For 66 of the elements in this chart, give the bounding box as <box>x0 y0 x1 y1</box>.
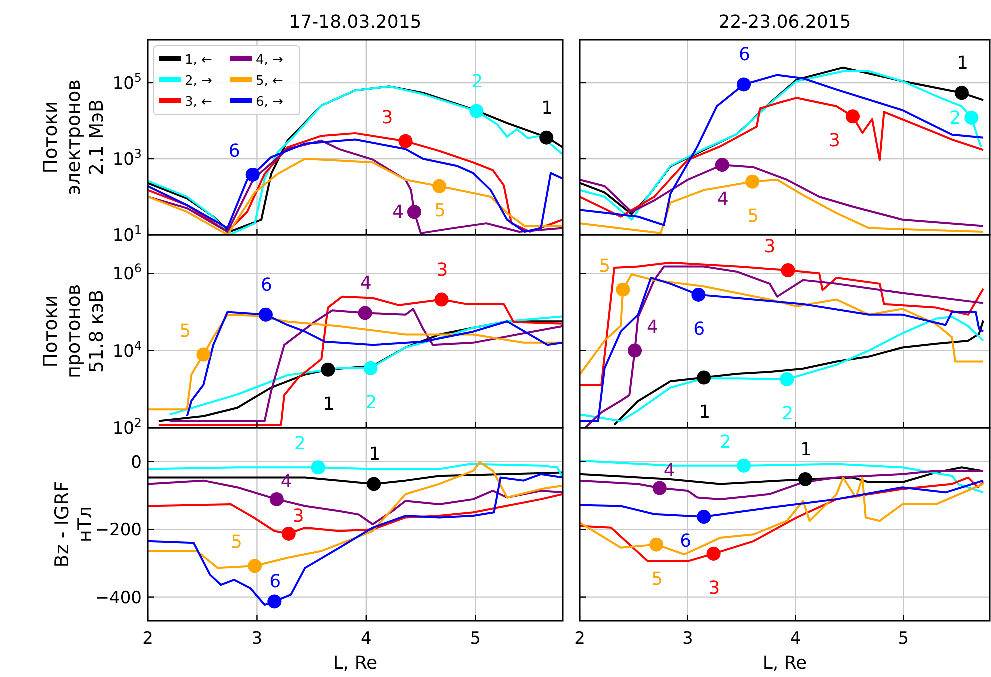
annotation: 3 <box>436 260 448 281</box>
chart-title: 17-18.03.2015 <box>289 12 422 33</box>
x-tick-label: 2 <box>142 629 154 649</box>
annotation: 5 <box>434 200 446 222</box>
annotation: 4 <box>360 273 372 294</box>
y-axis-title: Потоки электронов 2.1 МэВ <box>40 80 108 196</box>
y-tick-label: 10$^{1}$ <box>112 223 142 246</box>
annotation: 2 <box>782 404 794 425</box>
annotation: 5 <box>652 568 664 590</box>
annotation: 3 <box>764 236 776 258</box>
annotation: 5 <box>180 320 192 342</box>
y-tick-label: −400 <box>95 588 142 608</box>
annotation: 1 <box>369 444 381 466</box>
annotation: 2 <box>472 71 484 92</box>
annotation: 2 <box>366 392 378 414</box>
x-tick-label: 2 <box>574 629 586 649</box>
annotation: 3 <box>708 578 720 599</box>
annotation: 2 <box>950 108 962 129</box>
y-tick-label: 0 <box>131 452 142 473</box>
annotation: 4 <box>647 316 658 338</box>
y-tick-label: 10$^{2}$ <box>112 416 142 439</box>
legend-label: 6, → <box>256 95 284 110</box>
x-tick-label: 3 <box>252 629 263 649</box>
y-tick-label: 10$^{5}$ <box>112 70 142 94</box>
y-tick-label: 10$^{3}$ <box>112 146 142 170</box>
legend-label: 3, ← <box>185 95 213 110</box>
chart-title: 22-23.06.2015 <box>718 12 852 33</box>
x-tick-label: 5 <box>898 629 910 649</box>
annotation: 3 <box>382 107 394 128</box>
annotation: 6 <box>260 274 272 296</box>
x-tick-label: 3 <box>682 629 694 649</box>
annotation: 3 <box>292 506 304 527</box>
annotation: 1 <box>699 402 711 423</box>
legend-label: 1, ← <box>185 53 213 68</box>
annotation: 4 <box>717 189 729 210</box>
legend-label: 2, → <box>185 74 213 89</box>
annotation: 1 <box>800 439 812 460</box>
annotation: 6 <box>270 572 282 593</box>
line-series <box>148 158 563 235</box>
annotation: 6 <box>739 44 750 66</box>
annotation: 1 <box>542 98 554 119</box>
legend-label: 5, ← <box>256 74 284 89</box>
annotation: 4 <box>392 202 404 224</box>
y-tick-label: −200 <box>95 520 142 541</box>
x-tick-label: 4 <box>790 629 802 649</box>
annotation: 6 <box>228 140 240 162</box>
annotation: 2 <box>720 432 732 453</box>
annotation: 1 <box>956 53 968 74</box>
legend-label: 4, → <box>256 53 284 68</box>
y-axis-title: Bz - IGRF нТл <box>52 481 96 568</box>
annotation: 4 <box>664 460 676 482</box>
x-axis-title: L, Re <box>333 653 378 674</box>
annotation: 5 <box>231 532 242 554</box>
x-tick-label: 5 <box>470 629 482 649</box>
annotation: 5 <box>748 206 760 227</box>
annotation: 6 <box>680 531 692 552</box>
x-tick-label: 4 <box>361 629 372 649</box>
y-tick-label: 10$^{4}$ <box>112 338 142 362</box>
y-tick-label: 10$^{6}$ <box>112 262 142 285</box>
x-axis-title: L, Re <box>762 653 808 674</box>
annotation: 3 <box>828 130 840 152</box>
annotation: 2 <box>294 434 306 455</box>
annotation: 1 <box>323 394 335 415</box>
annotation: 5 <box>599 256 611 277</box>
y-axis-title: Потоки протонов 51.8 кэВ <box>40 284 108 379</box>
annotation: 6 <box>694 318 706 340</box>
